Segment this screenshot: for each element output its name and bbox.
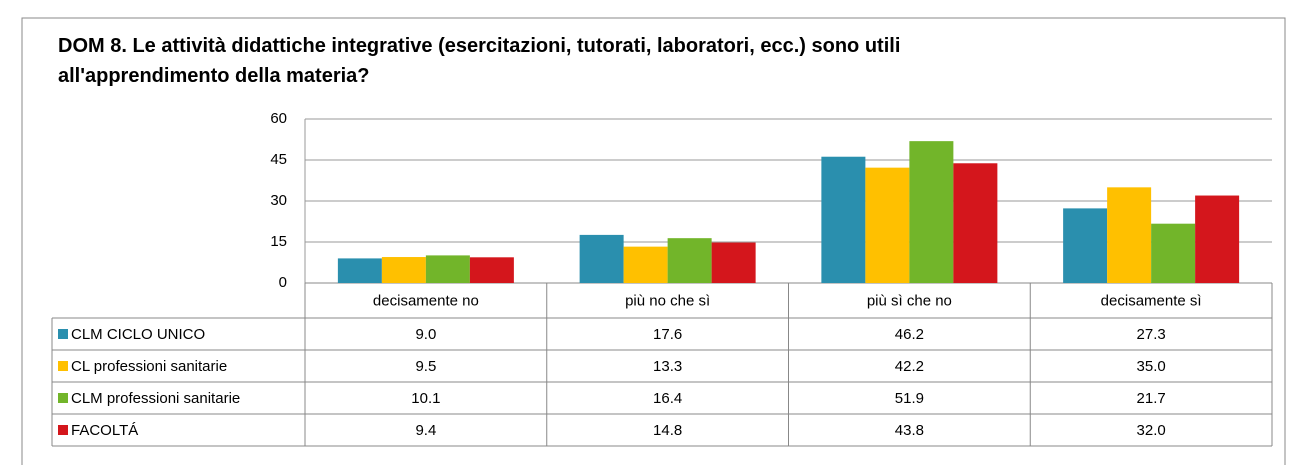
y-tick-label: 0	[279, 274, 287, 291]
table-value: 32.0	[1137, 422, 1166, 439]
table-value: 14.8	[653, 422, 682, 439]
table-value: 46.2	[895, 326, 924, 343]
bar	[623, 246, 668, 283]
table-value: 13.3	[653, 358, 682, 375]
x-tick-label: più sì che no	[867, 292, 952, 309]
bar	[469, 257, 514, 283]
bar	[1107, 187, 1152, 283]
bar	[337, 258, 382, 283]
bar	[1195, 195, 1240, 283]
chart-title: DOM 8. Le attività didattiche integrativ…	[58, 35, 900, 57]
legend-label: FACOLTÁ	[71, 422, 138, 439]
y-tick-label: 45	[270, 151, 287, 168]
legend-swatch	[58, 329, 68, 339]
legend-swatch	[58, 425, 68, 435]
bar	[667, 238, 712, 283]
legend-label: CLM CICLO UNICO	[71, 326, 205, 343]
legend-label: CLM professioni sanitarie	[71, 390, 240, 407]
bar	[579, 234, 624, 283]
table-value: 10.1	[411, 390, 440, 407]
y-tick-label: 30	[270, 192, 287, 209]
table-value: 9.4	[415, 422, 436, 439]
table-value: 43.8	[895, 422, 924, 439]
x-tick-label: decisamente no	[373, 292, 479, 309]
bar	[1063, 208, 1108, 283]
table-value: 9.0	[415, 326, 436, 343]
table-value: 35.0	[1137, 358, 1166, 375]
table-value: 9.5	[415, 358, 436, 375]
legend-swatch	[58, 361, 68, 371]
bar	[381, 257, 426, 283]
bar	[865, 167, 910, 283]
bar	[1151, 223, 1196, 283]
table-value: 16.4	[653, 390, 682, 407]
x-tick-label: più no che sì	[625, 292, 710, 309]
legend-label: CL professioni sanitarie	[71, 358, 227, 375]
x-tick-label: decisamente sì	[1101, 292, 1202, 309]
table-value: 21.7	[1137, 390, 1166, 407]
bar	[909, 141, 954, 283]
bar	[953, 163, 998, 283]
table-value: 42.2	[895, 358, 924, 375]
y-tick-label: 15	[270, 233, 287, 250]
bar	[711, 242, 756, 283]
chart-title: all'apprendimento della materia?	[58, 65, 370, 87]
table-value: 51.9	[895, 390, 924, 407]
y-tick-label: 60	[270, 110, 287, 127]
legend-swatch	[58, 393, 68, 403]
bar	[425, 255, 470, 283]
bar	[821, 156, 866, 283]
table-value: 27.3	[1137, 326, 1166, 343]
table-value: 17.6	[653, 326, 682, 343]
